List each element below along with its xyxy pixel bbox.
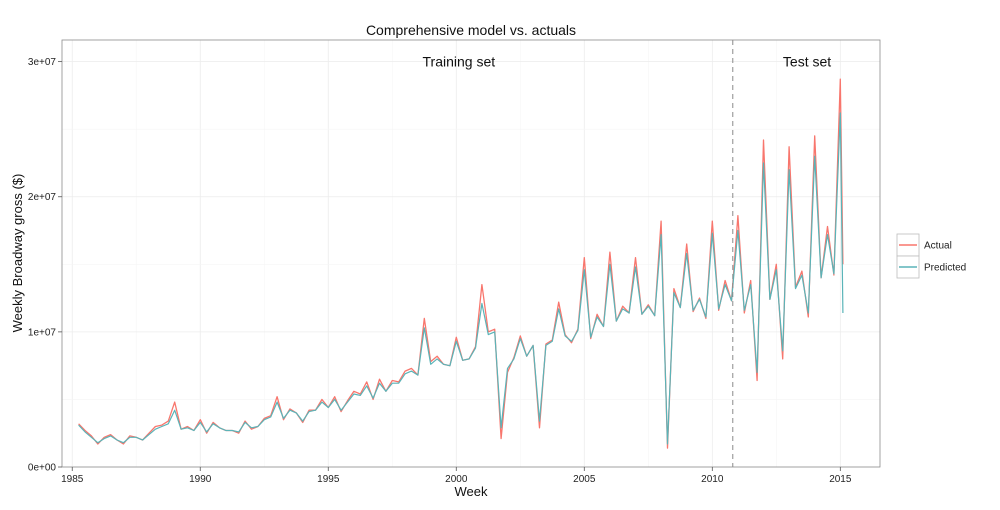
annotation-1: Test set — [783, 54, 831, 70]
x-tick-label: 2005 — [573, 474, 596, 485]
x-tick-label: 2015 — [829, 474, 852, 485]
y-tick-label: 1e+07 — [28, 327, 57, 338]
y-axis-title: Weekly Broadway gross ($) — [10, 174, 25, 333]
series-layer — [78, 78, 844, 449]
series-line-predicted — [78, 112, 844, 445]
y-tick-label: 2e+07 — [28, 192, 57, 203]
x-tick-label: 2000 — [445, 474, 468, 485]
y-tick-label: 0e+00 — [28, 463, 57, 474]
annotations: Training set Test set — [423, 54, 832, 70]
chart-title: Comprehensive model vs. actuals — [366, 22, 576, 38]
x-tick-label: 1990 — [189, 474, 212, 485]
x-axis-title: Week — [455, 484, 488, 499]
x-tick-label: 1985 — [61, 474, 84, 485]
plot-border — [61, 39, 881, 468]
legend-label-predicted: Predicted — [924, 263, 966, 274]
x-axis: 1985 1990 1995 2000 2005 2010 2015 — [61, 467, 852, 485]
x-tick-label: 2010 — [701, 474, 724, 485]
legend-label-actual: Actual — [924, 241, 952, 252]
y-axis: 0e+00 1e+07 2e+07 3e+07 — [28, 57, 62, 474]
x-tick-label: 1995 — [317, 474, 340, 485]
y-tick-label: 3e+07 — [28, 57, 57, 68]
annotation-0: Training set — [423, 54, 496, 70]
legend: Actual Predicted — [896, 233, 966, 279]
